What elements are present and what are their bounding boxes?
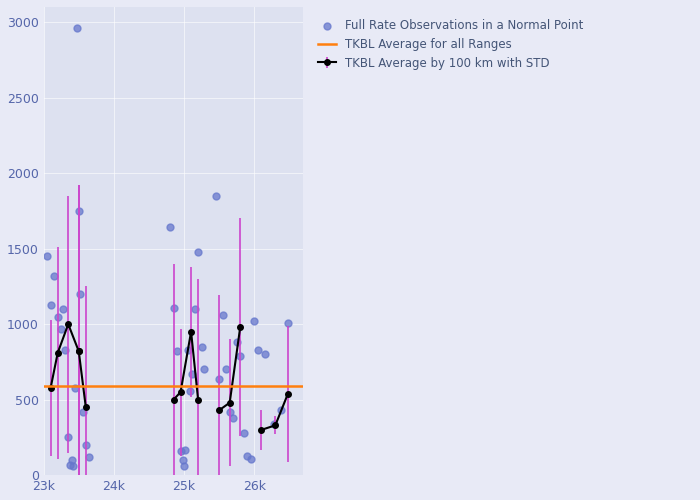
Full Rate Observations in a Normal Point — [193, 248, 204, 256]
Full Rate Observations in a Normal Point — [66, 456, 78, 464]
Full Rate Observations in a Normal Point — [184, 386, 195, 394]
Full Rate Observations in a Normal Point — [224, 408, 235, 416]
Full Rate Observations in a Normal Point — [198, 366, 209, 374]
Full Rate Observations in a Normal Point — [84, 453, 95, 461]
Full Rate Observations in a Normal Point — [74, 207, 85, 215]
Full Rate Observations in a Normal Point — [248, 317, 260, 325]
Full Rate Observations in a Normal Point — [78, 408, 89, 416]
Full Rate Observations in a Normal Point — [220, 366, 232, 374]
Full Rate Observations in a Normal Point — [228, 414, 239, 422]
Full Rate Observations in a Normal Point — [45, 300, 56, 308]
Full Rate Observations in a Normal Point — [72, 24, 83, 32]
Full Rate Observations in a Normal Point — [164, 224, 176, 232]
Full Rate Observations in a Normal Point — [57, 305, 69, 313]
Full Rate Observations in a Normal Point — [196, 343, 207, 351]
Full Rate Observations in a Normal Point — [60, 346, 71, 354]
Full Rate Observations in a Normal Point — [234, 352, 246, 360]
Full Rate Observations in a Normal Point — [52, 312, 63, 320]
Full Rate Observations in a Normal Point — [189, 305, 200, 313]
Full Rate Observations in a Normal Point — [172, 348, 183, 356]
Full Rate Observations in a Normal Point — [259, 350, 270, 358]
Full Rate Observations in a Normal Point — [41, 252, 52, 260]
Full Rate Observations in a Normal Point — [62, 434, 74, 442]
Full Rate Observations in a Normal Point — [252, 346, 263, 354]
Full Rate Observations in a Normal Point — [182, 346, 193, 354]
Full Rate Observations in a Normal Point — [245, 454, 256, 462]
Legend: Full Rate Observations in a Normal Point, TKBL Average for all Ranges, TKBL Aver: Full Rate Observations in a Normal Point… — [312, 13, 589, 76]
Full Rate Observations in a Normal Point — [186, 370, 197, 378]
Full Rate Observations in a Normal Point — [75, 290, 86, 298]
Full Rate Observations in a Normal Point — [80, 441, 92, 449]
Full Rate Observations in a Normal Point — [70, 384, 81, 392]
Full Rate Observations in a Normal Point — [217, 311, 228, 319]
Full Rate Observations in a Normal Point — [214, 374, 225, 382]
Full Rate Observations in a Normal Point — [180, 446, 191, 454]
Full Rate Observations in a Normal Point — [231, 338, 242, 346]
Full Rate Observations in a Normal Point — [268, 420, 279, 428]
Full Rate Observations in a Normal Point — [178, 462, 190, 470]
Full Rate Observations in a Normal Point — [282, 318, 293, 326]
Full Rate Observations in a Normal Point — [238, 429, 249, 437]
Full Rate Observations in a Normal Point — [275, 406, 286, 414]
Full Rate Observations in a Normal Point — [241, 452, 253, 460]
Full Rate Observations in a Normal Point — [48, 272, 60, 280]
Full Rate Observations in a Normal Point — [68, 462, 79, 470]
Full Rate Observations in a Normal Point — [65, 460, 76, 468]
Full Rate Observations in a Normal Point — [168, 304, 179, 312]
Full Rate Observations in a Normal Point — [55, 324, 66, 332]
Full Rate Observations in a Normal Point — [210, 192, 221, 200]
Full Rate Observations in a Normal Point — [177, 456, 188, 464]
Full Rate Observations in a Normal Point — [175, 447, 186, 455]
